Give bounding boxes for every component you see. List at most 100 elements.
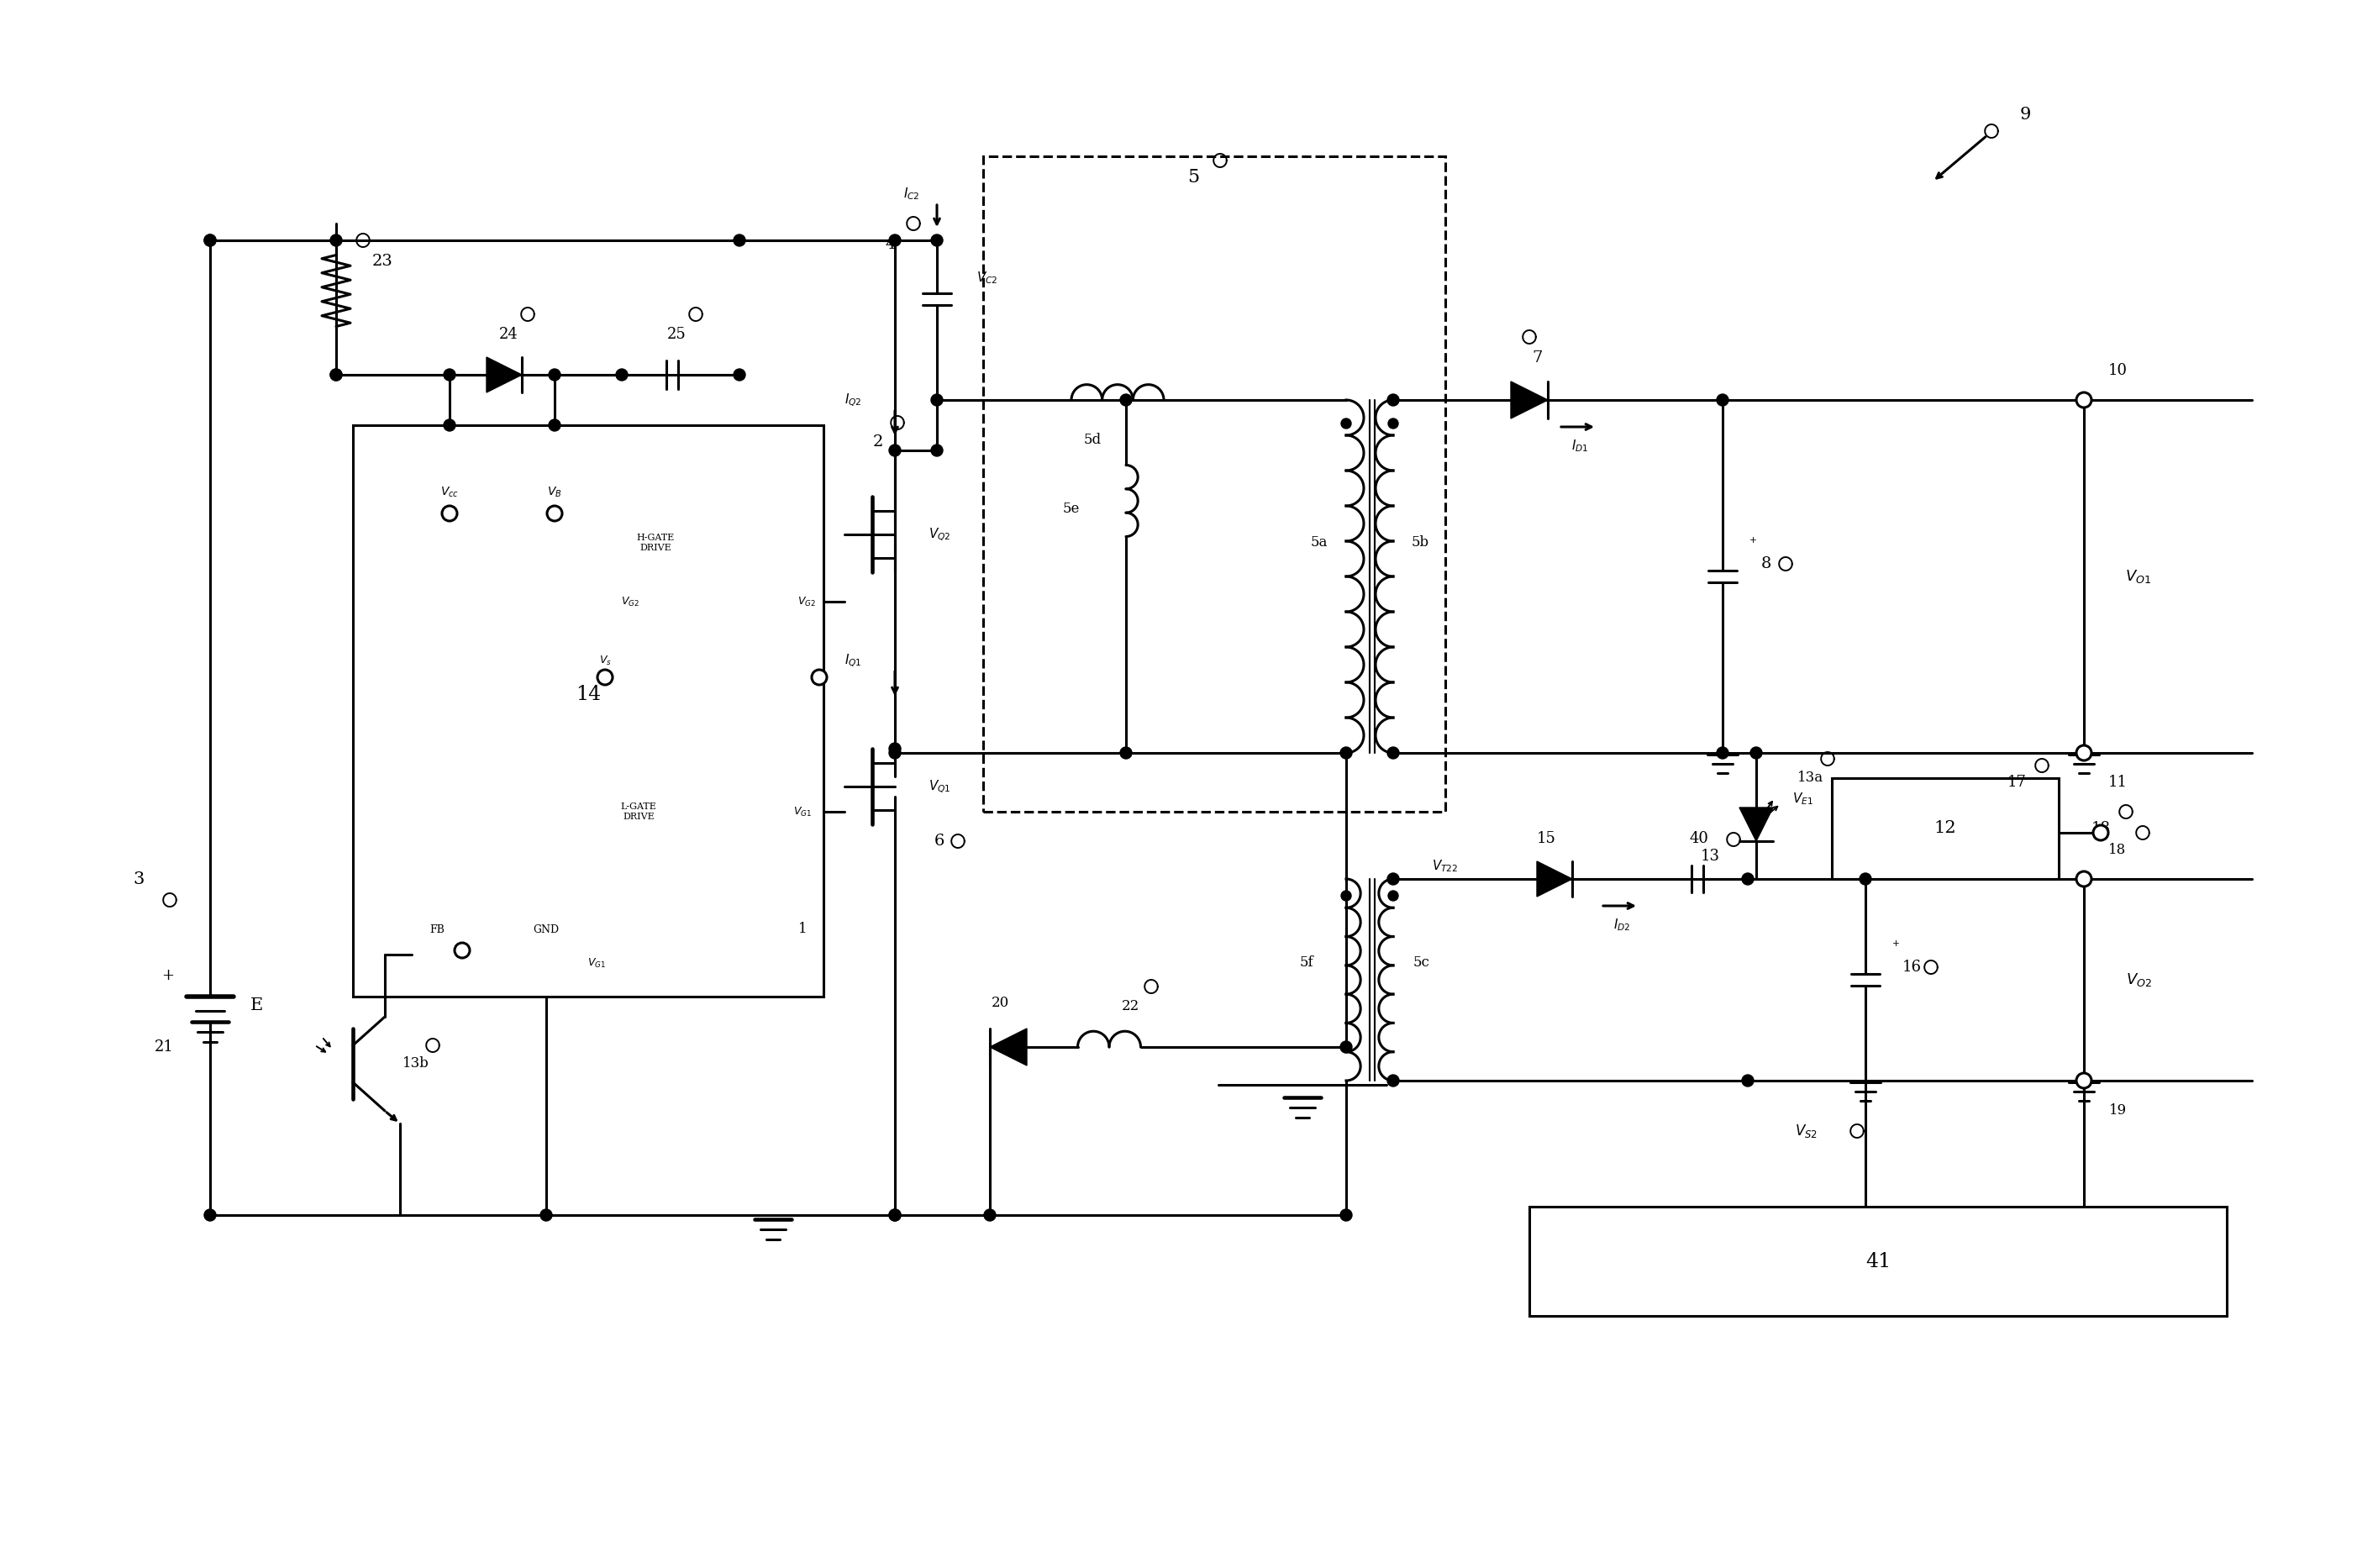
Text: 19: 19 bbox=[2110, 1102, 2126, 1116]
Circle shape bbox=[1341, 1041, 1353, 1052]
FancyBboxPatch shape bbox=[1831, 778, 2058, 880]
Circle shape bbox=[2077, 872, 2091, 886]
Circle shape bbox=[443, 506, 457, 521]
Polygon shape bbox=[1537, 861, 1572, 897]
Text: 11: 11 bbox=[2107, 775, 2126, 790]
Text: $^+$: $^+$ bbox=[1747, 536, 1756, 549]
Circle shape bbox=[1341, 891, 1351, 900]
Text: $I_{C2}$: $I_{C2}$ bbox=[903, 187, 919, 202]
Text: 5c: 5c bbox=[1414, 956, 1431, 971]
Circle shape bbox=[455, 942, 469, 958]
Circle shape bbox=[1388, 746, 1400, 759]
Circle shape bbox=[540, 1209, 552, 1221]
Circle shape bbox=[205, 235, 217, 246]
Polygon shape bbox=[1511, 381, 1549, 419]
Text: 13a: 13a bbox=[1798, 771, 1824, 786]
Text: L-GATE
DRIVE: L-GATE DRIVE bbox=[620, 803, 658, 820]
Text: 40: 40 bbox=[1690, 831, 1709, 847]
Text: $^+$: $^+$ bbox=[1890, 941, 1900, 952]
Circle shape bbox=[1742, 873, 1754, 884]
Text: $V_{Q1}$: $V_{Q1}$ bbox=[929, 778, 950, 795]
Text: 15: 15 bbox=[1537, 831, 1556, 847]
Circle shape bbox=[443, 368, 455, 381]
Text: 23: 23 bbox=[372, 254, 394, 268]
Circle shape bbox=[2077, 745, 2091, 760]
Text: 25: 25 bbox=[667, 326, 686, 342]
Circle shape bbox=[1120, 394, 1131, 406]
Circle shape bbox=[330, 368, 342, 381]
Text: 24: 24 bbox=[500, 326, 519, 342]
Polygon shape bbox=[990, 1029, 1028, 1066]
Text: 13b: 13b bbox=[403, 1057, 429, 1071]
Circle shape bbox=[931, 444, 943, 456]
Text: 9: 9 bbox=[2020, 107, 2032, 122]
Circle shape bbox=[1716, 394, 1728, 406]
Circle shape bbox=[615, 368, 627, 381]
Text: 14: 14 bbox=[575, 684, 601, 704]
Text: GND: GND bbox=[533, 924, 559, 935]
Text: 5d: 5d bbox=[1084, 433, 1101, 447]
Text: FB: FB bbox=[429, 924, 445, 935]
Text: +: + bbox=[163, 967, 174, 983]
Text: 8: 8 bbox=[1761, 557, 1772, 571]
Circle shape bbox=[2079, 746, 2091, 759]
Circle shape bbox=[1388, 873, 1400, 884]
Text: 22: 22 bbox=[1122, 999, 1138, 1014]
Text: $V_{C2}$: $V_{C2}$ bbox=[976, 270, 997, 285]
Circle shape bbox=[733, 235, 745, 246]
Circle shape bbox=[889, 235, 900, 246]
Circle shape bbox=[1120, 746, 1131, 759]
Text: 7: 7 bbox=[1532, 350, 1544, 365]
Circle shape bbox=[330, 368, 342, 381]
Text: $V_{G1}$: $V_{G1}$ bbox=[794, 806, 811, 818]
Circle shape bbox=[205, 1209, 217, 1221]
Circle shape bbox=[330, 235, 342, 246]
Circle shape bbox=[2079, 394, 2091, 406]
Circle shape bbox=[2093, 825, 2107, 840]
Text: $I_{Q2}$: $I_{Q2}$ bbox=[844, 392, 863, 408]
Circle shape bbox=[733, 368, 745, 381]
Circle shape bbox=[889, 444, 900, 456]
Text: $V_{G2}$: $V_{G2}$ bbox=[797, 596, 816, 608]
Text: 41: 41 bbox=[1864, 1251, 1890, 1272]
Text: $I_{D1}$: $I_{D1}$ bbox=[1572, 439, 1589, 455]
Text: 2: 2 bbox=[872, 434, 884, 450]
Circle shape bbox=[549, 419, 561, 431]
Circle shape bbox=[443, 419, 455, 431]
Text: 5e: 5e bbox=[1063, 502, 1080, 516]
Text: $I_{D2}$: $I_{D2}$ bbox=[1612, 917, 1631, 933]
Circle shape bbox=[1388, 419, 1398, 428]
Text: 12: 12 bbox=[1935, 820, 1956, 836]
Circle shape bbox=[2077, 392, 2091, 408]
Circle shape bbox=[2079, 873, 2091, 884]
Text: 17: 17 bbox=[2008, 775, 2027, 790]
Circle shape bbox=[1860, 873, 1871, 884]
Circle shape bbox=[1751, 746, 1763, 759]
Text: $V_s$: $V_s$ bbox=[599, 654, 610, 666]
Text: $V_{T22}$: $V_{T22}$ bbox=[1433, 859, 1459, 875]
Circle shape bbox=[596, 670, 613, 685]
Circle shape bbox=[549, 368, 561, 381]
Text: 5b: 5b bbox=[1412, 536, 1428, 550]
Text: 3: 3 bbox=[132, 870, 144, 887]
Text: $V_{Q2}$: $V_{Q2}$ bbox=[929, 527, 950, 543]
Circle shape bbox=[2077, 1073, 2091, 1088]
Circle shape bbox=[1742, 1074, 1754, 1087]
Polygon shape bbox=[1739, 808, 1772, 840]
Text: $V_{E1}$: $V_{E1}$ bbox=[1791, 792, 1813, 808]
Circle shape bbox=[1388, 394, 1400, 406]
Text: $V_{O2}$: $V_{O2}$ bbox=[2126, 972, 2152, 988]
Circle shape bbox=[889, 746, 900, 759]
Text: 20: 20 bbox=[990, 996, 1009, 1010]
Text: $V_B$: $V_B$ bbox=[547, 486, 561, 499]
Text: $V_{G2}$: $V_{G2}$ bbox=[620, 596, 639, 608]
Text: 18: 18 bbox=[2091, 822, 2110, 836]
Circle shape bbox=[205, 235, 217, 246]
Circle shape bbox=[1341, 746, 1353, 759]
Text: $I_{Q1}$: $I_{Q1}$ bbox=[844, 652, 863, 668]
Circle shape bbox=[931, 235, 943, 246]
Circle shape bbox=[983, 1209, 995, 1221]
Text: 16: 16 bbox=[1902, 960, 1921, 975]
Text: $V_{G1}$: $V_{G1}$ bbox=[587, 956, 606, 969]
Text: 5: 5 bbox=[1188, 168, 1200, 187]
